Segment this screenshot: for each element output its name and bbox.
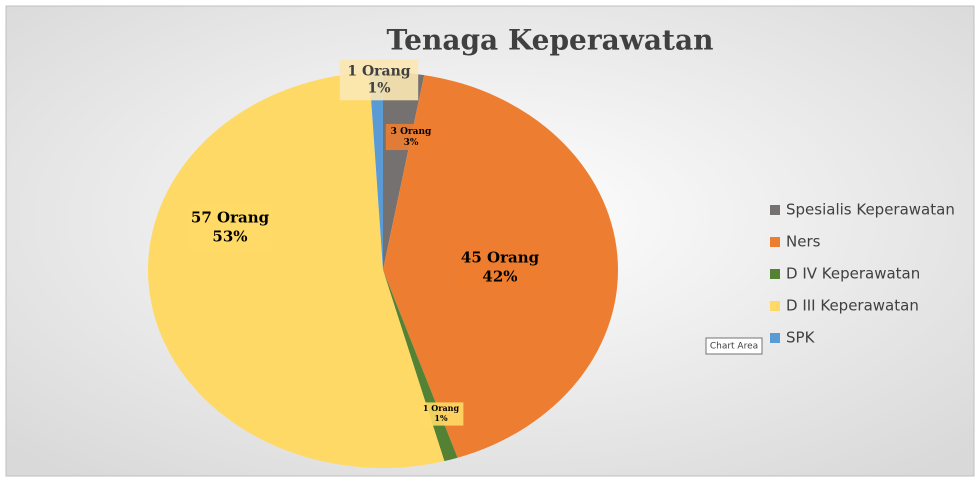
legend-label: D III Keperawatan: [786, 297, 919, 315]
chart-title: Tenaga Keperawatan: [387, 24, 714, 57]
data-label-percent: 42%: [482, 267, 517, 285]
legend-label: Ners: [786, 233, 821, 251]
legend-swatch: [770, 237, 780, 247]
data-label: 57 Orang: [191, 209, 270, 227]
data-label-box: [418, 402, 464, 426]
legend-swatch: [770, 205, 780, 215]
data-label-percent: 1%: [434, 413, 448, 423]
data-label: 45 Orang: [461, 249, 540, 267]
legend-label: D IV Keperawatan: [786, 265, 920, 283]
legend-label: SPK: [786, 329, 816, 347]
data-label-box: [458, 246, 542, 290]
pie-slice: [147, 72, 445, 468]
data-label-box: [339, 59, 419, 101]
pie-slice: [369, 72, 383, 270]
legend-swatch: [770, 301, 780, 311]
data-label: 1 Orang: [347, 63, 410, 79]
tooltip: Chart Area: [710, 342, 758, 352]
legend-swatch: [770, 269, 780, 279]
data-label-percent: 1%: [367, 81, 390, 97]
legend-label: Spesialis Keperawatan: [786, 201, 955, 219]
pie-slice: [383, 72, 425, 270]
data-label: 3 Orang: [391, 127, 432, 137]
data-label: 1 Orang: [423, 403, 460, 413]
data-label-percent: 53%: [212, 227, 247, 245]
data-label-box: [188, 206, 272, 250]
data-label-percent: 3%: [404, 138, 419, 148]
legend-swatch: [770, 333, 780, 343]
data-label-box: [385, 123, 437, 151]
tooltip-box: [705, 337, 763, 355]
